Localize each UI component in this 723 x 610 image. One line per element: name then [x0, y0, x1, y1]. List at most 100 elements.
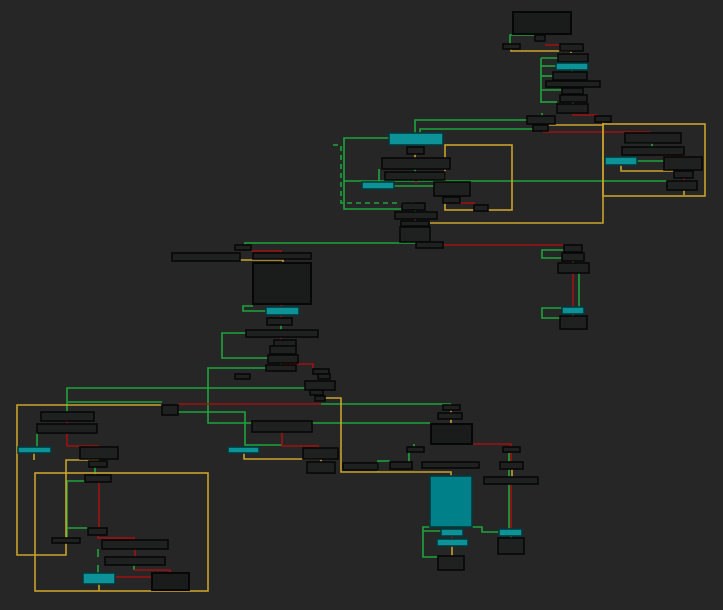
node-d2[interactable]: [437, 412, 463, 420]
node-c18[interactable]: [251, 420, 313, 433]
node-t9[interactable]: [561, 87, 584, 95]
node-s3[interactable]: [557, 262, 590, 274]
graph-edge-green: [541, 249, 564, 259]
node-c13[interactable]: [234, 373, 251, 380]
node-t2[interactable]: [534, 34, 546, 42]
node-m8[interactable]: [401, 202, 426, 211]
node-r6[interactable]: [666, 180, 698, 191]
node-m1[interactable]: [388, 132, 444, 146]
node-l12[interactable]: [151, 572, 190, 591]
node-c4[interactable]: [252, 262, 312, 305]
node-b10[interactable]: [498, 528, 523, 537]
node-b3[interactable]: [502, 446, 521, 453]
node-t10[interactable]: [559, 94, 588, 103]
node-r3[interactable]: [604, 156, 638, 166]
node-l1[interactable]: [40, 411, 95, 422]
node-b7[interactable]: [429, 475, 473, 528]
node-c2[interactable]: [171, 252, 241, 262]
node-t8[interactable]: [545, 80, 601, 88]
node-t12[interactable]: [526, 115, 556, 125]
node-l10[interactable]: [104, 556, 166, 566]
node-t13[interactable]: [532, 124, 549, 132]
node-c14b[interactable]: [317, 373, 331, 380]
node-c17[interactable]: [314, 395, 326, 402]
node-c11[interactable]: [267, 354, 299, 364]
graph-edge-green: [377, 460, 390, 472]
node-m4[interactable]: [384, 171, 446, 181]
node-b5[interactable]: [421, 461, 480, 469]
node-c5[interactable]: [265, 306, 300, 316]
node-l3[interactable]: [17, 446, 52, 454]
node-l8[interactable]: [51, 537, 81, 544]
node-csb[interactable]: [161, 404, 179, 416]
node-b8[interactable]: [483, 476, 539, 485]
node-c12[interactable]: [265, 364, 297, 372]
node-l5[interactable]: [88, 460, 108, 468]
node-c7[interactable]: [266, 317, 293, 326]
node-c3[interactable]: [252, 252, 312, 260]
node-c22[interactable]: [342, 462, 379, 471]
node-m11[interactable]: [400, 220, 430, 227]
node-s2[interactable]: [561, 252, 585, 262]
node-m3[interactable]: [381, 157, 451, 170]
node-c15[interactable]: [304, 380, 336, 391]
node-l11[interactable]: [82, 572, 116, 585]
node-t3[interactable]: [502, 43, 521, 50]
node-c21[interactable]: [306, 461, 336, 474]
node-r4[interactable]: [663, 156, 703, 171]
node-t1[interactable]: [512, 11, 572, 35]
node-b1[interactable]: [430, 423, 473, 445]
graph-edge-green: [66, 480, 86, 538]
node-m13[interactable]: [415, 241, 444, 249]
node-r2[interactable]: [621, 146, 685, 156]
node-b11[interactable]: [436, 538, 469, 547]
node-b12[interactable]: [497, 537, 525, 555]
node-s5[interactable]: [559, 315, 588, 330]
node-b6[interactable]: [499, 461, 524, 470]
node-s1[interactable]: [563, 244, 583, 253]
node-c19[interactable]: [302, 447, 339, 460]
node-t7[interactable]: [552, 71, 588, 81]
graph-edge-yellow: [510, 49, 572, 53]
node-r5[interactable]: [673, 170, 694, 179]
node-b4[interactable]: [389, 461, 413, 470]
node-d1[interactable]: [442, 404, 461, 411]
node-m9[interactable]: [473, 204, 489, 212]
node-b13[interactable]: [437, 555, 465, 571]
node-t14[interactable]: [594, 115, 612, 123]
node-l2[interactable]: [36, 423, 98, 434]
node-t11[interactable]: [556, 103, 589, 114]
node-m12[interactable]: [399, 226, 431, 243]
node-c1[interactable]: [234, 244, 252, 251]
node-m6[interactable]: [433, 181, 471, 197]
node-l4[interactable]: [79, 446, 119, 460]
node-r1[interactable]: [624, 132, 682, 144]
node-b9[interactable]: [440, 528, 464, 537]
graph-edge-yellow: [243, 453, 322, 462]
graph-edge-green: [178, 411, 282, 446]
node-m5[interactable]: [361, 181, 395, 190]
node-l9[interactable]: [101, 539, 169, 550]
node-t5[interactable]: [557, 53, 589, 63]
node-t6[interactable]: [555, 62, 589, 71]
node-s4[interactable]: [561, 306, 585, 315]
node-b2[interactable]: [406, 446, 425, 453]
graph-edge-green: [472, 526, 499, 533]
node-t4[interactable]: [559, 43, 584, 52]
graph-edge-green: [419, 128, 533, 133]
node-c8[interactable]: [245, 329, 319, 338]
graph-edge-green-dashed: [333, 144, 417, 204]
node-m2[interactable]: [406, 146, 425, 155]
node-c20[interactable]: [227, 446, 260, 454]
graph-edge-green: [242, 305, 266, 312]
node-c10[interactable]: [269, 345, 297, 355]
node-m10[interactable]: [394, 211, 438, 220]
node-l7[interactable]: [87, 527, 108, 536]
graph-edge-yellow: [620, 165, 684, 172]
node-m7[interactable]: [442, 196, 461, 204]
node-l6[interactable]: [84, 474, 112, 483]
node-c16[interactable]: [309, 389, 324, 396]
graph-edge-green: [422, 526, 438, 558]
